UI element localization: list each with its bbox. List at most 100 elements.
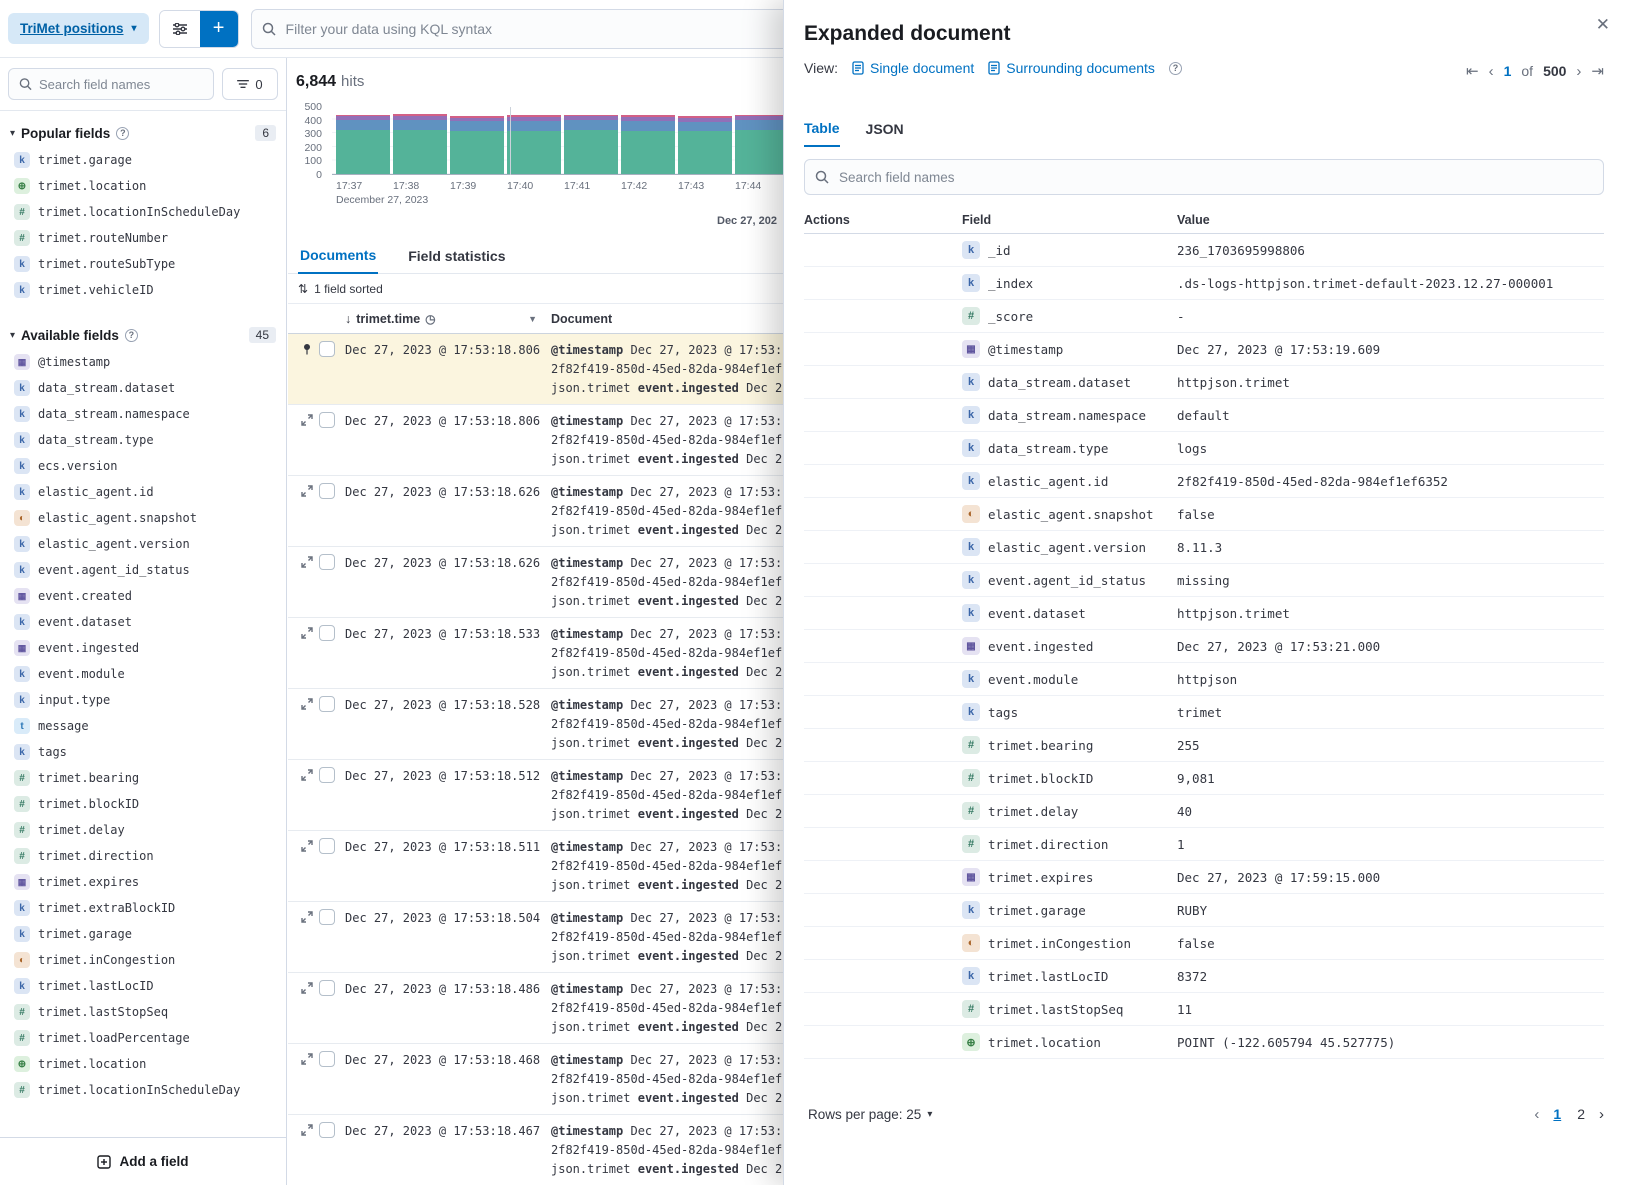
tab-table[interactable]: Table — [804, 120, 840, 147]
rows-per-page-button[interactable]: Rows per page: 25 ▾ — [808, 1107, 932, 1122]
field-search-input[interactable] — [8, 68, 214, 100]
sidebar-field-item[interactable]: k tags — [8, 739, 278, 765]
sidebar-field-item[interactable]: t message — [8, 713, 278, 739]
row-checkbox[interactable] — [319, 980, 335, 996]
collapse-chevron-icon[interactable]: ▾ — [10, 330, 15, 341]
sidebar-field-item[interactable]: ⊕ trimet.location — [8, 1051, 278, 1077]
tab-field-statistics[interactable]: Field statistics — [406, 241, 507, 273]
row-checkbox[interactable] — [319, 483, 335, 499]
sidebar-field-item[interactable]: # trimet.loadPercentage — [8, 1025, 278, 1051]
expand-document-icon[interactable] — [295, 1115, 319, 1136]
column-menu-chevron-icon[interactable]: ▼ — [528, 314, 537, 324]
expand-document-icon[interactable] — [295, 689, 319, 710]
sidebar-field-item[interactable]: k elastic_agent.version — [8, 531, 278, 557]
histogram-bar[interactable] — [450, 116, 504, 174]
help-icon[interactable]: ? — [1169, 62, 1182, 75]
sidebar-field-item[interactable]: # trimet.lastStopSeq — [8, 999, 278, 1025]
next-page-icon[interactable]: › — [1599, 1106, 1604, 1123]
page-number-button[interactable]: 1 — [1551, 1104, 1563, 1124]
histogram-bar[interactable] — [507, 115, 561, 174]
sidebar-field-item[interactable]: k event.dataset — [8, 609, 278, 635]
row-checkbox[interactable] — [319, 767, 335, 783]
previous-page-icon[interactable]: ‹ — [1489, 63, 1494, 80]
expand-document-icon[interactable] — [295, 760, 319, 781]
sidebar-field-item[interactable]: k trimet.vehicleID — [8, 277, 278, 303]
sidebar-field-item[interactable]: k trimet.garage — [8, 921, 278, 947]
sidebar-field-item[interactable]: # trimet.bearing — [8, 765, 278, 791]
add-field-button[interactable]: Add a field — [97, 1154, 188, 1169]
flyout-field-search-input[interactable] — [804, 159, 1604, 195]
row-checkbox[interactable] — [319, 696, 335, 712]
histogram-bar[interactable] — [564, 115, 618, 174]
histogram-bar[interactable] — [678, 116, 732, 174]
row-checkbox[interactable] — [319, 625, 335, 641]
sidebar-field-item[interactable]: k trimet.garage — [8, 147, 278, 173]
sidebar-field-item[interactable]: ▦ event.created — [8, 583, 278, 609]
histogram-bar[interactable] — [621, 115, 675, 174]
sidebar-field-item[interactable]: ▦ trimet.expires — [8, 869, 278, 895]
sidebar-field-item[interactable]: ◐ trimet.inCongestion — [8, 947, 278, 973]
filter-fields-button[interactable] — [160, 11, 200, 47]
sidebar-field-item[interactable]: ▦ event.ingested — [8, 635, 278, 661]
histogram-bar[interactable] — [393, 114, 447, 174]
sidebar-field-item[interactable]: k ecs.version — [8, 453, 278, 479]
single-document-link[interactable]: Single document — [852, 60, 974, 76]
add-filter-button[interactable]: + — [200, 11, 238, 47]
previous-page-icon[interactable]: ‹ — [1534, 1106, 1539, 1123]
expand-document-icon[interactable] — [295, 1044, 319, 1065]
sidebar-field-item[interactable]: k data_stream.namespace — [8, 401, 278, 427]
help-icon[interactable]: ? — [125, 329, 138, 342]
sidebar-field-item[interactable]: k data_stream.dataset — [8, 375, 278, 401]
sidebar-field-item[interactable]: # trimet.direction — [8, 843, 278, 869]
sidebar-field-item[interactable]: # trimet.blockID — [8, 791, 278, 817]
expand-document-icon[interactable] — [295, 547, 319, 568]
last-page-icon[interactable]: ⇥ — [1591, 62, 1604, 80]
tab-documents[interactable]: Documents — [298, 241, 378, 274]
y-tick: 100 — [304, 155, 322, 167]
sidebar-field-item[interactable]: # trimet.delay — [8, 817, 278, 843]
sidebar-field-item[interactable]: k input.type — [8, 687, 278, 713]
expand-document-icon[interactable] — [295, 973, 319, 994]
sidebar-field-item[interactable]: k trimet.lastLocID — [8, 973, 278, 999]
expand-document-icon[interactable] — [295, 902, 319, 923]
time-column-header[interactable]: ↓ trimet.time ◷ ▼ — [345, 312, 551, 326]
expand-document-icon[interactable] — [295, 476, 319, 497]
surrounding-documents-link[interactable]: Surrounding documents — [988, 60, 1155, 76]
field-sorted-button[interactable]: 1 field sorted — [314, 282, 383, 296]
sidebar-field-item[interactable]: # trimet.locationInScheduleDay — [8, 1077, 278, 1103]
expand-document-icon[interactable] — [295, 831, 319, 852]
next-page-icon[interactable]: › — [1576, 63, 1581, 80]
row-checkbox[interactable] — [319, 1051, 335, 1067]
sidebar-field-item[interactable]: # trimet.locationInScheduleDay — [8, 199, 278, 225]
sidebar-field-item[interactable]: k trimet.routeSubType — [8, 251, 278, 277]
field-filter-button[interactable]: 0 — [222, 68, 278, 100]
row-checkbox[interactable] — [319, 838, 335, 854]
sidebar-field-item[interactable]: k event.module — [8, 661, 278, 687]
sidebar-field-item[interactable]: k data_stream.type — [8, 427, 278, 453]
first-page-icon[interactable]: ⇤ — [1466, 62, 1479, 80]
help-icon[interactable]: ? — [116, 127, 129, 140]
sidebar-field-item[interactable]: k event.agent_id_status — [8, 557, 278, 583]
row-checkbox[interactable] — [319, 412, 335, 428]
field-value: 1 — [1177, 837, 1604, 852]
sidebar-field-item[interactable]: ⊕ trimet.location — [8, 173, 278, 199]
row-checkbox[interactable] — [319, 1122, 335, 1138]
tab-json[interactable]: JSON — [866, 120, 904, 147]
collapse-chevron-icon[interactable]: ▾ — [10, 128, 15, 139]
page-number-button[interactable]: 2 — [1575, 1104, 1587, 1124]
row-checkbox[interactable] — [319, 909, 335, 925]
expand-document-icon[interactable] — [295, 618, 319, 639]
sidebar-field-item[interactable]: ▦ @timestamp — [8, 349, 278, 375]
sidebar-field-item[interactable]: ◐ elastic_agent.snapshot — [8, 505, 278, 531]
sidebar-field-item[interactable]: k trimet.extraBlockID — [8, 895, 278, 921]
expand-document-icon[interactable] — [295, 334, 319, 355]
saved-search-selector[interactable]: TriMet positions ▾ — [8, 13, 149, 44]
close-icon[interactable]: ✕ — [1592, 12, 1614, 37]
sidebar-field-item[interactable]: # trimet.routeNumber — [8, 225, 278, 251]
expand-document-icon[interactable] — [295, 405, 319, 426]
row-checkbox[interactable] — [319, 341, 335, 357]
row-checkbox[interactable] — [319, 554, 335, 570]
histogram-bar[interactable] — [336, 115, 390, 174]
histogram-bar[interactable] — [735, 115, 789, 174]
sidebar-field-item[interactable]: k elastic_agent.id — [8, 479, 278, 505]
